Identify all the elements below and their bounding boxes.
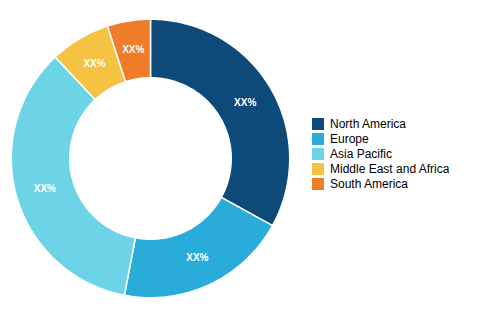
svg-text:XX%: XX% [122, 44, 144, 55]
html-text:Asia Pacific: Asia Pacific [330, 147, 392, 161]
svg-text:XX%: XX% [234, 96, 256, 107]
svg-text:XX%: XX% [83, 58, 105, 69]
html-text:Europe: Europe [330, 132, 369, 146]
svg-text:XX%: XX% [34, 183, 56, 194]
html-text:North America: North America [330, 117, 406, 131]
html-text:South America: South America [330, 177, 408, 191]
html-text:Middle East and Africa: Middle East and Africa [330, 162, 450, 176]
svg-text:XX%: XX% [186, 252, 208, 263]
